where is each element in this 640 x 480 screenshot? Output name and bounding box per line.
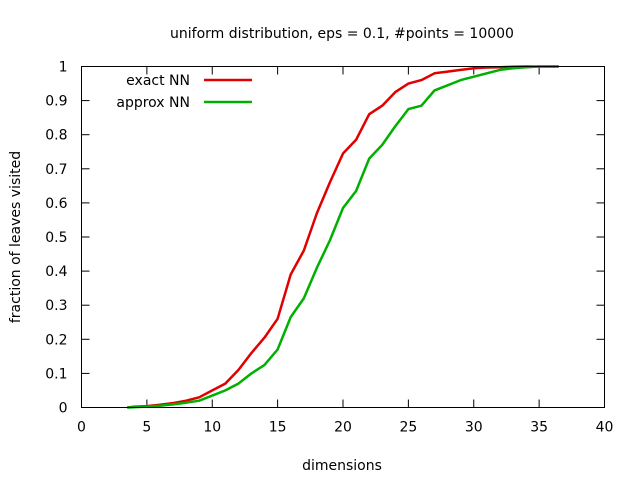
x-tick-label: 20 — [334, 420, 352, 436]
x-axis-label: dimensions — [302, 458, 382, 474]
x-tick-label: 0 — [77, 420, 86, 436]
y-tick-label: 0.9 — [45, 94, 67, 110]
y-tick-label: 0.7 — [45, 162, 67, 178]
x-tick-label: 30 — [465, 420, 483, 436]
legend-label: exact NN — [126, 73, 190, 89]
legend-label: approx NN — [116, 95, 190, 111]
x-tick-label: 35 — [530, 420, 548, 436]
series-line-1 — [127, 65, 559, 409]
chart-title: uniform distribution, eps = 0.1, #points… — [170, 26, 514, 42]
x-tick-label: 25 — [399, 420, 417, 436]
axis-ticks: 0 5 10 15 20 25 30 35 40 0 0.1 0.2 0.3 0.4 0.5 0.6 0.7 0.… — [45, 60, 613, 436]
y-axis-label: fraction of leaves visited — [8, 151, 24, 323]
y-tick-label: 0.1 — [45, 366, 67, 382]
x-tick-label: 5 — [142, 420, 151, 436]
legend: exact NN approx NN — [116, 73, 252, 111]
y-tick-label: 0.5 — [45, 230, 67, 246]
y-tick-label: 0.2 — [45, 332, 67, 348]
x-tick-label: 15 — [269, 420, 287, 436]
y-tick-label: 0.3 — [45, 298, 67, 314]
y-tick-label: 0 — [59, 401, 68, 417]
y-tick-label: 0.8 — [45, 128, 67, 144]
x-tick-label: 40 — [596, 420, 614, 436]
y-tick-label: 0.6 — [45, 196, 67, 212]
x-tick-label: 10 — [203, 420, 221, 436]
series-line-0 — [127, 65, 559, 409]
y-tick-label: 1 — [59, 60, 68, 76]
y-tick-label: 0.4 — [45, 264, 67, 280]
series-group — [127, 65, 559, 409]
plot-frame — [81, 66, 605, 408]
